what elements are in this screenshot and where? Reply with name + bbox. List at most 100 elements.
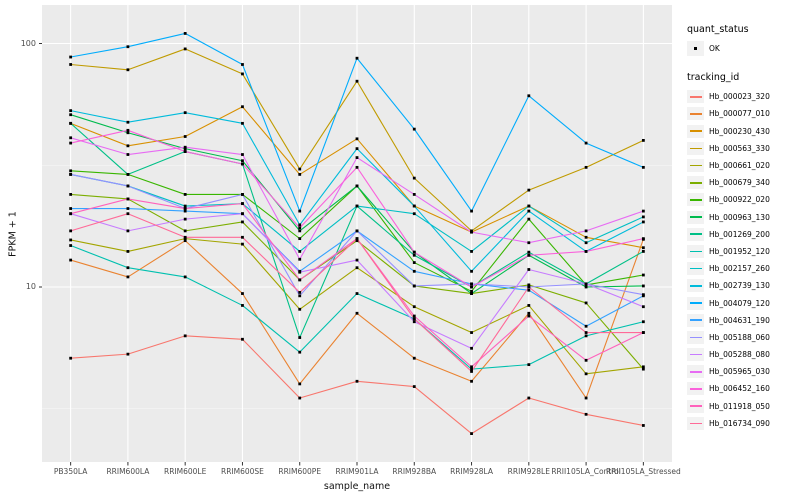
data-point-marker: [412, 314, 416, 318]
legend-item-Hb_000563_330: Hb_000563_330: [687, 141, 799, 155]
legend-line-icon: [689, 302, 702, 304]
data-point-marker: [527, 285, 531, 289]
data-point-marker: [584, 141, 588, 145]
legend-item-Hb_006452_160: Hb_006452_160: [687, 382, 799, 396]
data-point-marker: [183, 145, 187, 149]
data-point-marker: [412, 317, 416, 321]
legend-key-swatch: [687, 107, 704, 121]
legend-key-swatch: [687, 330, 704, 344]
data-point-marker: [69, 141, 73, 145]
data-point-marker: [412, 356, 416, 360]
legend-item-label: Hb_000230_430: [709, 126, 770, 136]
data-point-marker: [470, 379, 473, 383]
data-point-marker: [126, 144, 130, 148]
data-point-marker: [470, 282, 473, 286]
legend-line-icon: [689, 233, 702, 236]
data-point-marker: [126, 68, 130, 72]
data-point-marker: [241, 153, 244, 156]
data-point-marker: [126, 128, 130, 132]
legend-item-Hb_000230_430: Hb_000230_430: [687, 124, 799, 138]
legend-line-icon: [689, 267, 702, 270]
data-point-marker: [183, 135, 187, 138]
legend-item-Hb_000679_340: Hb_000679_340: [687, 176, 799, 190]
data-point-marker: [412, 385, 416, 388]
x-axis-title: sample_name: [323, 481, 391, 492]
legend-item-label: Hb_011918_050: [709, 401, 770, 411]
data-point-marker: [298, 226, 302, 230]
data-point-marker: [69, 229, 73, 233]
data-point-marker: [584, 301, 588, 305]
data-point-marker: [412, 284, 416, 288]
data-point-marker: [584, 412, 588, 416]
legend-item-label: Hb_000922_020: [709, 195, 770, 205]
data-point-marker: [527, 188, 531, 192]
data-point-marker: [126, 120, 130, 124]
data-point-marker: [126, 153, 130, 156]
data-point-marker: [298, 396, 302, 400]
legend-item-label: Hb_001269_200: [709, 229, 770, 239]
data-point-marker: [470, 346, 473, 350]
legend-item-Hb_002739_130: Hb_002739_130: [687, 279, 799, 293]
x-tick-label: RRIM901LA: [335, 467, 379, 476]
data-point-marker: [412, 320, 416, 324]
data-point-marker: [641, 293, 645, 297]
data-point-marker: [412, 305, 416, 309]
data-point-marker: [641, 273, 645, 277]
legend-item-label: Hb_000963_130: [709, 212, 770, 222]
data-point-marker: [355, 229, 359, 233]
data-point-marker: [241, 337, 244, 341]
legend-item-Hb_005188_060: Hb_005188_060: [687, 330, 799, 344]
data-point-marker: [69, 113, 73, 117]
legend-key-swatch: [687, 313, 704, 327]
data-point-marker: [527, 241, 531, 245]
legend-item-Hb_011918_050: Hb_011918_050: [687, 399, 799, 413]
legend-item-label: Hb_005965_030: [709, 367, 770, 377]
data-point-marker: [241, 235, 244, 239]
data-point-marker: [584, 372, 588, 376]
data-point-marker: [584, 334, 588, 338]
data-point-marker: [527, 209, 531, 213]
data-point-marker: [355, 56, 359, 60]
data-point-marker: [298, 250, 302, 253]
legend-key-swatch: [687, 176, 704, 190]
data-point-marker: [183, 32, 187, 35]
data-point-marker: [183, 147, 187, 151]
data-point-marker: [355, 292, 359, 295]
legend-item-label: Hb_016734_090: [709, 418, 770, 428]
data-point-marker: [584, 396, 588, 400]
legend-line-icon: [689, 113, 702, 115]
data-point-marker: [69, 121, 73, 125]
data-point-marker: [412, 204, 416, 208]
data-point-marker: [527, 217, 531, 221]
data-point-marker: [412, 193, 416, 196]
data-point-marker: [126, 45, 130, 49]
data-point-marker: [527, 311, 531, 315]
data-point-marker: [241, 72, 244, 76]
data-point-marker: [641, 365, 645, 369]
data-point-marker: [527, 304, 531, 307]
x-tick-label: RRIM600LA: [106, 467, 150, 476]
legend-item-label: Hb_001952_120: [709, 246, 770, 256]
data-point-marker: [241, 242, 244, 246]
data-point-marker: [355, 311, 359, 315]
data-point-marker: [298, 229, 302, 233]
legend-item-label: Hb_000077_010: [709, 109, 770, 119]
x-tick-label: RRIM928LA: [450, 467, 493, 476]
data-point-marker: [470, 292, 473, 295]
data-point-marker: [298, 350, 302, 354]
data-point-marker: [641, 424, 645, 427]
data-point-marker: [584, 282, 588, 286]
legend-item-label: Hb_002157_260: [709, 264, 770, 274]
data-point-marker: [126, 250, 130, 253]
legend-item-label: OK: [709, 44, 720, 54]
legend-line-icon: [689, 199, 702, 201]
x-tick-label: PB350LA: [53, 467, 88, 476]
data-point-marker: [527, 288, 531, 292]
legend-item-label: Hb_006452_160: [709, 384, 770, 394]
data-point-marker: [641, 209, 645, 213]
data-point-marker: [69, 169, 73, 173]
data-point-marker: [641, 250, 645, 253]
legend-line-icon: [689, 285, 702, 287]
legend-line-icon: [689, 336, 702, 339]
data-point-marker: [412, 212, 416, 216]
